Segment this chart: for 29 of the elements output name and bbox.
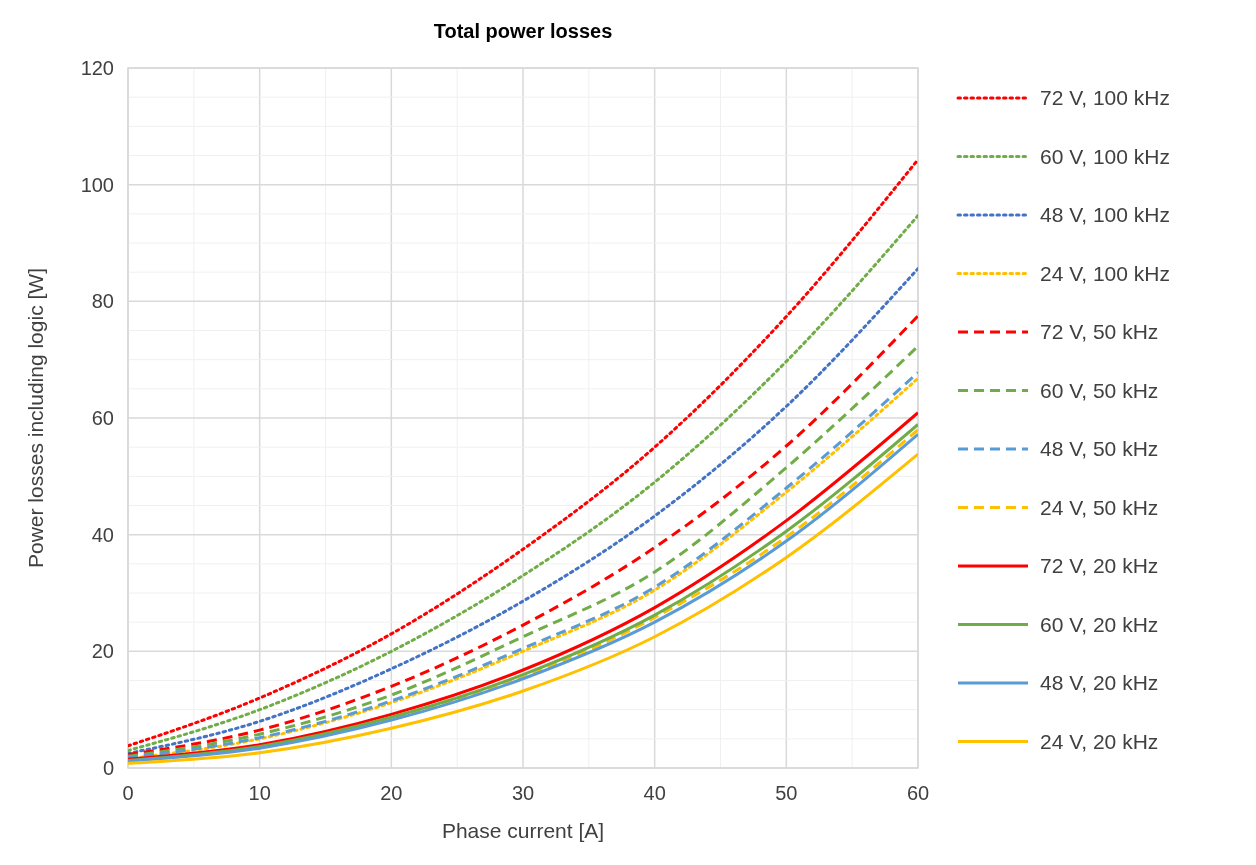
y-tick-label: 0 bbox=[102, 757, 114, 779]
legend-label: 48 V, 50 kHz bbox=[1040, 437, 1159, 460]
x-tick-label: 40 bbox=[643, 782, 666, 804]
x-tick-label: 0 bbox=[122, 782, 134, 804]
legend-label: 24 V, 100 kHz bbox=[1040, 261, 1170, 285]
y-axis-title: Power losses including logic [W] bbox=[24, 268, 47, 568]
legend-label: 60 V, 20 kHz bbox=[1040, 612, 1159, 636]
legend-label: 48 V, 100 kHz bbox=[1040, 203, 1170, 226]
legend-label: 72 V, 100 kHz bbox=[1040, 86, 1170, 109]
legend-label: 60 V, 100 kHz bbox=[1040, 144, 1170, 168]
y-tick-label: 20 bbox=[91, 640, 114, 663]
x-tick-label: 60 bbox=[906, 782, 930, 804]
x-axis-title: Phase current [A] bbox=[441, 819, 605, 842]
y-tick-label: 80 bbox=[91, 290, 114, 313]
legend-label: 24 V, 20 kHz bbox=[1040, 729, 1159, 753]
y-tick-label: 40 bbox=[91, 523, 114, 546]
chart-title: Total power losses bbox=[433, 20, 613, 42]
x-tick-label: 30 bbox=[511, 782, 535, 804]
x-tick-label: 20 bbox=[380, 782, 403, 804]
x-tick-label: 50 bbox=[775, 782, 798, 804]
y-tick-label: 60 bbox=[91, 407, 114, 429]
legend-label: 60 V, 50 kHz bbox=[1040, 378, 1159, 402]
legend-label: 72 V, 50 kHz bbox=[1040, 320, 1159, 343]
x-tick-label: 10 bbox=[248, 782, 271, 804]
y-tick-label: 120 bbox=[80, 57, 114, 79]
y-tick-label: 100 bbox=[80, 173, 114, 196]
legend-label: 72 V, 20 kHz bbox=[1040, 554, 1159, 577]
legend-label: 48 V, 20 kHz bbox=[1040, 671, 1159, 694]
legend-label: 24 V, 50 kHz bbox=[1040, 495, 1159, 519]
